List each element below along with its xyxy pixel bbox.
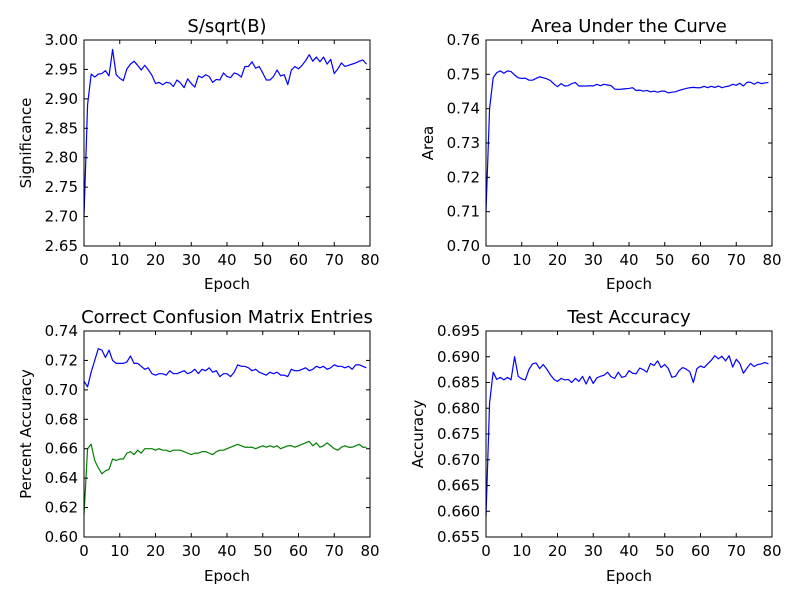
x-tick-label: 60 xyxy=(691,251,710,269)
x-axis-label: Epoch xyxy=(606,567,652,585)
x-tick-label: 70 xyxy=(727,251,746,269)
series-line-1 xyxy=(83,348,367,388)
y-tick-label: 0.675 xyxy=(437,425,480,443)
x-axis-label: Epoch xyxy=(204,567,250,585)
y-tick-label: 0.71 xyxy=(447,203,480,221)
y-tick-label: 0.670 xyxy=(437,451,480,469)
plot-frame xyxy=(485,330,773,538)
x-tick-label: 80 xyxy=(762,542,781,560)
x-tick-label: 10 xyxy=(110,542,129,560)
y-tick-label: 0.64 xyxy=(45,469,78,487)
y-tick-label: 2.65 xyxy=(45,237,78,255)
x-tick-label: 60 xyxy=(289,251,308,269)
x-tick-label: 70 xyxy=(325,542,344,560)
plot-frame xyxy=(485,39,773,247)
x-tick-label: 40 xyxy=(217,542,236,560)
x-tick-label: 0 xyxy=(79,542,89,560)
x-tick-label: 50 xyxy=(655,542,674,560)
y-tick-label: 2.75 xyxy=(45,178,78,196)
y-tick-label: 2.70 xyxy=(45,208,78,226)
chart-title: S/sqrt(B) xyxy=(187,16,266,37)
y-tick-label: 0.72 xyxy=(45,351,78,369)
series-line-1 xyxy=(485,70,769,212)
y-axis-label: Percent Accuracy xyxy=(17,369,35,499)
x-tick-label: 60 xyxy=(691,542,710,560)
panel-test-accuracy: Test Accuracy Accuracy Epoch 0 10 20 30 40 50… xyxy=(409,307,782,585)
x-tick-label: 0 xyxy=(481,542,491,560)
x-tick-label: 20 xyxy=(548,542,567,560)
y-tick-label: 0.685 xyxy=(437,374,480,392)
x-tick-label: 10 xyxy=(512,542,531,560)
y-tick-label: 0.665 xyxy=(437,477,480,495)
x-tick-label: 50 xyxy=(253,542,272,560)
chart-title: Test Accuracy xyxy=(566,307,691,328)
y-tick-label: 0.70 xyxy=(447,237,480,255)
y-tick-label: 0.68 xyxy=(45,410,78,428)
y-tick-label: 3.00 xyxy=(45,31,78,49)
y-tick-label: 0.660 xyxy=(437,502,480,520)
y-tick-label: 0.72 xyxy=(447,168,480,186)
x-tick-label: 80 xyxy=(762,251,781,269)
y-tick-label: 2.80 xyxy=(45,149,78,167)
x-tick-label: 20 xyxy=(548,251,567,269)
y-tick-label: 0.62 xyxy=(45,499,78,517)
y-tick-label: 0.680 xyxy=(437,399,480,417)
y-tick-label: 0.690 xyxy=(437,348,480,366)
x-tick-label: 50 xyxy=(655,251,674,269)
x-tick-label: 0 xyxy=(79,251,89,269)
y-tick-label: 0.75 xyxy=(447,65,480,83)
y-tick-label: 0.60 xyxy=(45,528,78,546)
y-tick-label: 0.73 xyxy=(447,134,480,152)
panel-confusion-matrix: Correct Confusion Matrix Entries Percent… xyxy=(17,307,380,585)
x-tick-label: 80 xyxy=(360,251,379,269)
y-tick-label: 0.655 xyxy=(437,528,480,546)
chart-title: Area Under the Curve xyxy=(531,16,727,37)
x-tick-label: 70 xyxy=(325,251,344,269)
series-line-2 xyxy=(83,440,367,515)
y-tick-label: 0.74 xyxy=(447,100,480,118)
x-tick-label: 0 xyxy=(481,251,491,269)
x-tick-label: 40 xyxy=(619,542,638,560)
y-tick-label: 2.95 xyxy=(45,60,78,78)
x-tick-label: 20 xyxy=(146,251,165,269)
y-axis-label: Significance xyxy=(17,98,35,189)
x-tick-label: 50 xyxy=(253,251,272,269)
x-tick-label: 60 xyxy=(289,542,308,560)
x-tick-label: 40 xyxy=(217,251,236,269)
y-axis-label: Area xyxy=(419,126,437,161)
x-tick-label: 10 xyxy=(512,251,531,269)
y-tick-label: 0.74 xyxy=(45,322,78,340)
y-tick-label: 2.85 xyxy=(45,119,78,137)
panel-area-under-curve: Area Under the Curve Area Epoch 0 10 20 30 4… xyxy=(419,16,782,293)
x-tick-label: 30 xyxy=(584,251,603,269)
y-tick-label: 0.66 xyxy=(45,440,78,458)
panel-significance: S/sqrt(B) Significance Epoch 0 10 20 30 40 50… xyxy=(17,16,380,293)
y-tick-label: 0.695 xyxy=(437,322,480,340)
x-tick-label: 10 xyxy=(110,251,129,269)
x-axis-label: Epoch xyxy=(204,275,250,293)
x-axis-label: Epoch xyxy=(606,275,652,293)
y-axis-label: Accuracy xyxy=(409,400,427,469)
series-line-1 xyxy=(485,355,769,517)
x-tick-label: 80 xyxy=(360,542,379,560)
y-tick-label: 2.90 xyxy=(45,90,78,108)
x-tick-label: 30 xyxy=(584,542,603,560)
y-tick-label: 0.76 xyxy=(447,31,480,49)
y-tick-label: 0.70 xyxy=(45,381,78,399)
series-line-1 xyxy=(83,48,367,217)
x-tick-label: 30 xyxy=(182,542,201,560)
x-tick-label: 30 xyxy=(182,251,201,269)
x-tick-label: 40 xyxy=(619,251,638,269)
x-tick-label: 20 xyxy=(146,542,165,560)
x-tick-label: 70 xyxy=(727,542,746,560)
chart-title: Correct Confusion Matrix Entries xyxy=(81,307,373,328)
